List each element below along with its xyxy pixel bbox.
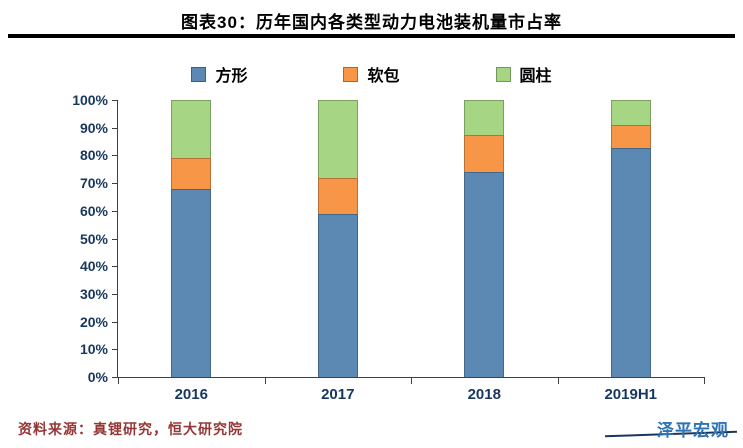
bar-group — [171, 100, 212, 377]
bar-segment — [464, 134, 505, 173]
legend-item: 软包 — [343, 62, 400, 86]
bar-segment — [464, 172, 505, 377]
x-axis-tick — [118, 377, 119, 384]
x-axis-tick — [557, 377, 559, 384]
y-axis-tick-label: 50% — [79, 230, 108, 247]
y-axis-tick — [112, 377, 118, 378]
bar-group — [317, 100, 358, 377]
y-axis-tick — [112, 100, 118, 101]
legend-label: 圆柱 — [519, 68, 552, 85]
y-axis-tick-label: 20% — [79, 313, 108, 330]
x-axis-label: 2016 — [174, 386, 208, 403]
bar-group — [610, 100, 651, 377]
bar-segment — [610, 124, 651, 149]
y-axis-tick — [112, 238, 118, 240]
y-axis-tick-label: 100% — [72, 92, 108, 108]
bar-segment — [464, 100, 505, 135]
x-axis-label: 2019H1 — [604, 386, 658, 403]
y-axis-tick-label: 40% — [79, 258, 108, 275]
chart-title: 图表30：历年国内各类型动力电池装机量市占率 — [181, 13, 562, 32]
y-axis-tick-label: 0% — [87, 369, 108, 385]
bar-segment — [317, 213, 358, 377]
y-axis-tick — [112, 321, 118, 323]
bar-segment — [171, 188, 212, 377]
brand-logo: 泽平宏观 — [657, 421, 729, 440]
x-axis-tick — [411, 377, 412, 384]
x-axis-label: 2018 — [467, 386, 501, 403]
legend-swatch — [343, 66, 359, 82]
legend-item: 圆柱 — [495, 62, 552, 86]
y-axis-tick-label: 80% — [79, 147, 108, 164]
bar-segment — [610, 148, 651, 377]
bar-group — [464, 100, 505, 377]
y-axis-tick-label: 70% — [79, 175, 108, 192]
y-axis-tick — [112, 266, 118, 268]
x-axis-tick — [704, 377, 705, 384]
y-axis-tick — [112, 349, 118, 351]
bar-segment — [317, 177, 358, 214]
title-divider — [8, 34, 735, 38]
bar-segment — [171, 158, 212, 189]
y-axis-tick-label: 10% — [79, 341, 108, 358]
legend-item: 方形 — [191, 62, 247, 86]
y-axis-tick — [112, 183, 118, 185]
plot-area: 0% 10% 20% 30% 40% 50% 60% 70% 80% 90% 100% 2016 201… — [72, 92, 705, 403]
x-axis-label: 2017 — [321, 386, 355, 403]
y-axis-tick-label: 90% — [79, 119, 108, 136]
x-axis-tick — [264, 377, 266, 384]
y-axis-tick — [112, 127, 118, 129]
y-axis-tick-label: 30% — [79, 285, 108, 302]
legend-label: 方形 — [215, 68, 248, 85]
y-axis-tick — [112, 293, 118, 295]
legend: 方形 软包 圆柱 — [0, 62, 743, 86]
y-axis-tick — [112, 210, 118, 212]
bar-segment — [317, 100, 358, 178]
y-axis-tick — [112, 155, 118, 157]
legend-swatch — [191, 66, 207, 82]
source-text: 资料来源：真锂研究，恒大研究院 — [18, 421, 243, 437]
y-axis-tick-label: 60% — [79, 202, 108, 219]
legend-swatch — [495, 66, 511, 82]
bar-segment — [610, 100, 651, 125]
bar-segment — [171, 100, 212, 159]
legend-label: 软包 — [367, 68, 400, 85]
